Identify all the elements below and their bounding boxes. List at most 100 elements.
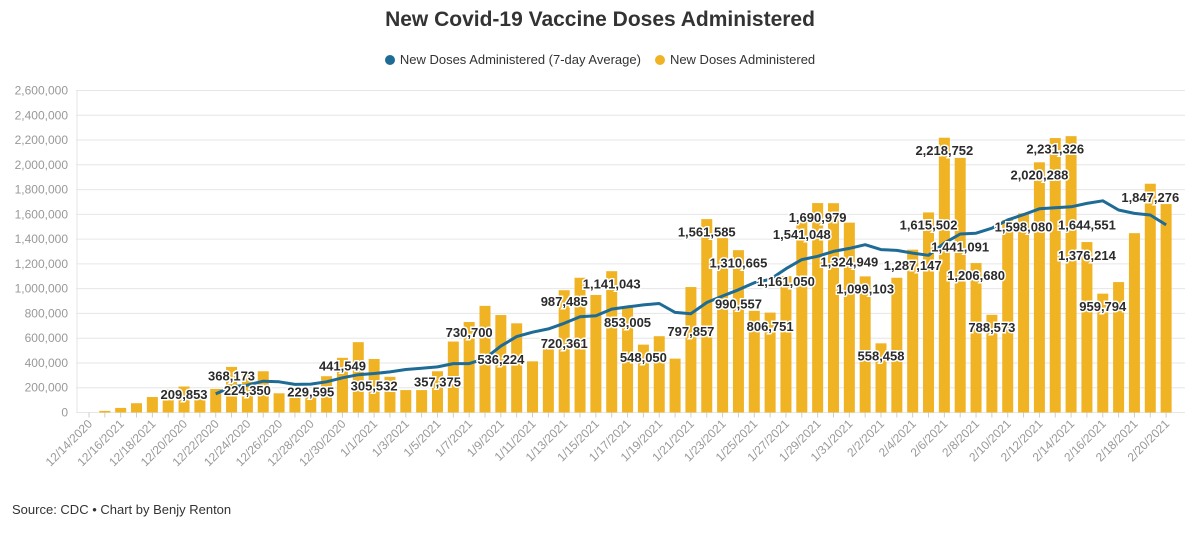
average-line [215, 199, 1167, 396]
bar [669, 358, 681, 413]
bar [1049, 138, 1061, 413]
y-tick-label: 400,000 [25, 356, 69, 370]
bar [827, 203, 839, 413]
bar [257, 371, 269, 413]
bar [606, 271, 618, 413]
data-label: 2,231,326 [1026, 142, 1084, 157]
bar [194, 398, 206, 413]
bar [273, 393, 285, 413]
data-label: 1,644,551 [1058, 217, 1116, 232]
bar [131, 403, 143, 413]
data-label: 1,324,949 [820, 254, 878, 269]
data-label: 1,206,680 [947, 268, 1005, 283]
legend: New Doses Administered (7-day Average) N… [0, 52, 1200, 67]
data-label: 1,441,091 [931, 240, 989, 255]
bar [653, 336, 665, 413]
bar [970, 263, 982, 413]
y-tick-label: 600,000 [25, 331, 69, 345]
data-label: 1,615,502 [900, 217, 958, 232]
data-label: 788,573 [968, 320, 1015, 335]
source-note: Source: CDC • Chart by Benjy Renton [12, 502, 232, 517]
legend-item-daily[interactable]: New Doses Administered [654, 52, 816, 67]
data-label: 1,310,665 [710, 256, 768, 271]
legend-swatch-line [384, 54, 395, 65]
bar [907, 249, 919, 413]
bar [162, 389, 174, 413]
data-label: 1,376,214 [1058, 248, 1117, 263]
bar [558, 290, 570, 413]
data-label: 1,287,147 [884, 258, 942, 273]
data-label: 797,857 [667, 324, 714, 339]
data-label: 1,141,043 [583, 277, 641, 292]
bar [146, 397, 158, 413]
bar [1113, 282, 1125, 413]
bar [780, 276, 792, 413]
bar [336, 357, 348, 413]
bar [99, 410, 111, 413]
bar [463, 322, 475, 413]
y-tick-label: 800,000 [25, 306, 69, 320]
bar [796, 221, 808, 413]
bar [1018, 213, 1030, 413]
data-label: 536,224 [477, 352, 525, 367]
data-label: 2,218,752 [915, 143, 973, 158]
chart-plot: 0 200,000 400,000 600,000 800,000 1,000,000 1,… [15, 84, 1185, 469]
data-label: 368,173 [208, 368, 255, 383]
bar [542, 349, 554, 413]
y-tick-label: 1,600,000 [15, 207, 69, 221]
bar [210, 388, 222, 413]
bar [115, 407, 127, 413]
bar [574, 277, 586, 413]
data-label: 806,751 [747, 319, 794, 334]
bar [685, 287, 697, 413]
bar [875, 343, 887, 413]
y-tick-label: 1,800,000 [15, 183, 69, 197]
bar [1081, 242, 1093, 413]
bar [368, 358, 380, 413]
bar [748, 310, 760, 413]
bar [859, 276, 871, 413]
bar [1128, 233, 1140, 413]
bar [732, 250, 744, 413]
bar [938, 137, 950, 413]
bar [178, 386, 190, 413]
bar [226, 366, 238, 413]
data-label: 2,020,288 [1010, 168, 1068, 183]
bar [812, 203, 824, 413]
bar [891, 277, 903, 413]
y-tick-label: 1,200,000 [15, 257, 69, 271]
bar [447, 341, 459, 413]
legend-item-average[interactable]: New Doses Administered (7-day Average) [384, 52, 641, 67]
data-label: 1,598,080 [995, 220, 1053, 235]
legend-label: New Doses Administered [669, 52, 816, 67]
bar [590, 294, 602, 413]
data-label: 853,005 [604, 315, 651, 330]
legend-swatch-bar [654, 54, 665, 65]
data-label: 990,557 [715, 297, 762, 312]
data-label: 1,161,050 [757, 274, 815, 289]
bar [305, 393, 317, 413]
data-label: 229,595 [287, 384, 334, 399]
data-label: 720,361 [541, 336, 588, 351]
y-tick-label: 2,000,000 [15, 158, 69, 172]
bar [954, 157, 966, 413]
bar [400, 390, 412, 413]
data-label: 1,099,103 [836, 282, 894, 297]
bar [986, 314, 998, 413]
legend-label: New Doses Administered (7-day Average) [399, 52, 641, 67]
y-tick-label: 2,400,000 [15, 108, 69, 122]
data-label: 959,794 [1079, 299, 1127, 314]
bar [923, 212, 935, 413]
bar [511, 323, 523, 413]
data-label: 224,350 [224, 383, 271, 398]
bar [701, 219, 713, 413]
bar [352, 342, 364, 413]
chart-title: New Covid-19 Vaccine Doses Administered [385, 8, 815, 31]
bar [527, 361, 539, 413]
data-label: 548,050 [620, 350, 667, 365]
bar [1160, 204, 1172, 413]
bar [637, 344, 649, 413]
data-label: 209,853 [161, 387, 208, 402]
bar [764, 312, 776, 413]
bar [416, 390, 428, 413]
